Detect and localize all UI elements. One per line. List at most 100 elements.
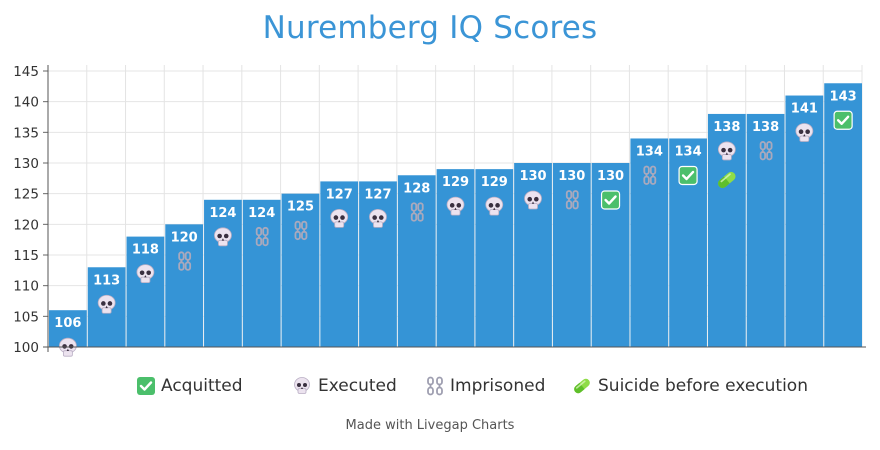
bar	[320, 181, 359, 347]
check-icon	[833, 110, 853, 130]
skull-eye	[223, 233, 229, 239]
pill-icon	[574, 378, 590, 394]
skull-eye	[721, 147, 726, 153]
skull-jaw	[450, 209, 461, 216]
data-label: 120	[171, 230, 198, 245]
check-mark	[836, 115, 850, 125]
skull-eye	[101, 301, 106, 306]
check-box	[600, 190, 621, 210]
skull-nose	[105, 305, 108, 309]
bar	[552, 163, 591, 347]
skull-jaw	[62, 350, 73, 357]
legend-label: Suicide before execution	[598, 376, 808, 396]
chains-icon	[255, 226, 269, 247]
skull-icon	[214, 227, 232, 247]
pill-icon	[718, 171, 736, 188]
skull-jaw	[218, 239, 228, 247]
skull-jaw	[334, 221, 345, 228]
skull-eye	[495, 203, 500, 208]
pill-shine	[720, 173, 731, 183]
y-tick-label: 130	[13, 156, 39, 172]
chains-icon	[294, 220, 308, 241]
chart-title: Nuremberg IQ Scores	[262, 10, 598, 46]
skull-icon	[446, 196, 465, 216]
skull-jaw	[373, 221, 383, 228]
skull-eye	[340, 215, 345, 220]
skull-icon	[795, 123, 814, 142]
skull-eye	[333, 215, 339, 220]
skull-eye	[449, 203, 455, 208]
data-label: 138	[752, 120, 779, 135]
legend: Acquitted Executed Imprisoned	[0, 376, 880, 402]
y-tick-label: 135	[13, 125, 39, 141]
skull-eye	[727, 147, 733, 153]
bar	[475, 169, 514, 347]
data-label: 106	[54, 316, 81, 331]
skull-eye	[372, 215, 377, 220]
data-label: 129	[481, 175, 508, 190]
skull-jaw	[101, 307, 112, 314]
skull-nose	[66, 348, 70, 351]
legend-label: Imprisoned	[450, 376, 546, 396]
skull-eye	[527, 196, 533, 202]
check-icon	[678, 165, 698, 186]
pill-half	[720, 176, 730, 187]
y-tick-label: 100	[13, 340, 39, 356]
skull-eye	[805, 129, 810, 135]
skull-nose	[338, 219, 341, 223]
chains-icon	[178, 251, 192, 271]
data-label: 113	[93, 273, 120, 288]
bar	[397, 175, 436, 347]
check-mark	[604, 195, 617, 205]
skull-jaw	[489, 209, 500, 216]
bar	[242, 199, 281, 347]
legend-item-suicide: Suicide before execution	[571, 376, 808, 396]
legend-label: Executed	[318, 376, 397, 396]
data-label: 125	[287, 200, 314, 215]
skull-icon	[369, 208, 387, 228]
skull-nose	[725, 152, 729, 155]
bar	[436, 169, 475, 347]
skull-jaw	[799, 135, 810, 142]
bar	[126, 236, 165, 347]
skull-eye	[217, 233, 222, 239]
pill-icon	[718, 171, 736, 188]
skull-icon	[136, 264, 155, 284]
y-tick-label: 140	[13, 95, 39, 111]
bar	[165, 224, 204, 347]
chains-icon	[427, 376, 443, 396]
skull-nose	[803, 134, 806, 137]
bar	[204, 199, 242, 347]
skull-eye	[139, 270, 145, 276]
data-label: 127	[364, 187, 391, 202]
skull-eye	[107, 301, 113, 306]
y-tick-label: 115	[13, 248, 39, 264]
skull-nose	[454, 207, 457, 210]
skull-eye	[534, 196, 539, 202]
skull-nose	[144, 275, 147, 278]
data-label: 124	[248, 206, 275, 221]
data-label: 130	[519, 169, 546, 184]
skull-eye	[378, 215, 384, 220]
skull-eye	[488, 203, 494, 208]
legend-item-imprisoned: Imprisoned	[425, 376, 545, 396]
data-label: 130	[597, 169, 624, 184]
skull-jaw	[140, 276, 151, 284]
skull-icon	[58, 337, 77, 357]
data-label: 138	[713, 120, 740, 135]
skull-jaw	[528, 203, 538, 210]
skull-icon	[717, 141, 736, 161]
chains-icon	[565, 190, 579, 210]
check-box	[678, 165, 698, 186]
bar-chart: 100 105 110 115 120 125 130 135 140 145 106 113 118 1…	[13, 64, 866, 357]
skull-nose	[531, 201, 535, 204]
skull-eye	[456, 203, 462, 208]
legend-item-executed: Executed	[291, 376, 397, 396]
data-label: 141	[791, 102, 818, 117]
skull-icon	[294, 377, 310, 394]
footer-credit: Made with Livegap Charts	[345, 418, 515, 433]
y-tick-label: 110	[13, 279, 39, 295]
check-icon	[600, 190, 621, 210]
skull-nose	[221, 238, 225, 241]
skull-icon	[485, 196, 504, 216]
